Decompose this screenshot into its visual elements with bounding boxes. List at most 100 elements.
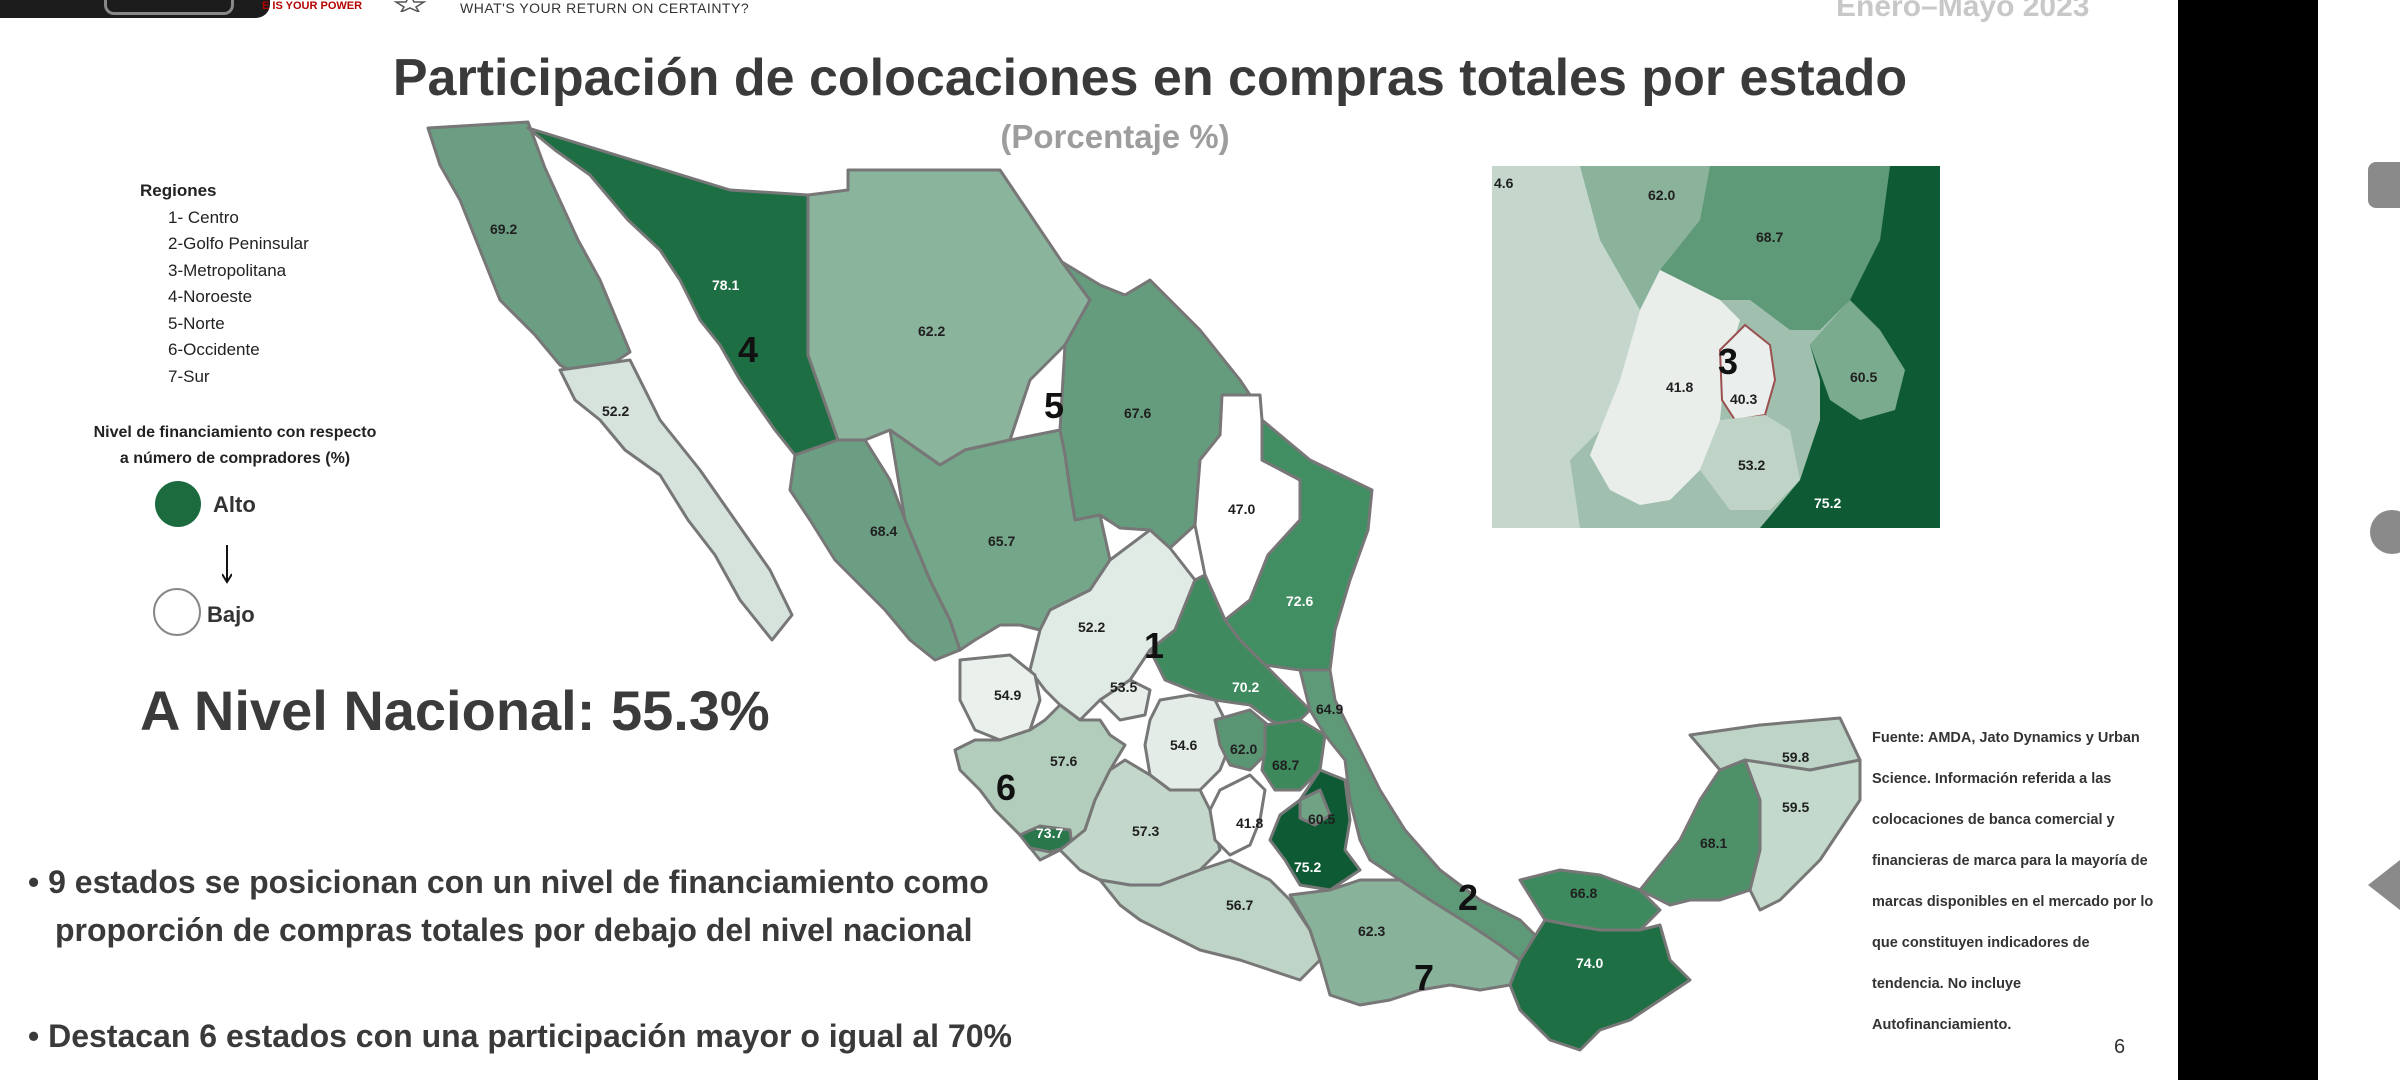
state-mexico <box>1208 773 1267 857</box>
source-note: Fuente: AMDA, Jato Dynamics y Urban Scie… <box>1872 730 2154 1033</box>
value-guanajuato: 54.6 <box>1170 737 1197 753</box>
inset-area-4-6 <box>1492 166 1640 528</box>
state-aguascalientes <box>1098 678 1152 722</box>
value-sinaloa: 68.4 <box>870 523 897 539</box>
value-puebla: 75.2 <box>1294 859 1321 875</box>
arrow-down-icon <box>222 545 232 584</box>
legend-high-swatch <box>155 481 201 527</box>
state-baja-california-sur <box>558 358 794 642</box>
value-chihuahua: 62.2 <box>918 323 945 339</box>
value-tabasco: 66.8 <box>1570 885 1597 901</box>
state-san-luis-potosi <box>1148 573 1312 732</box>
region-number-6: 6 <box>996 767 1016 808</box>
inset-value: 40.3 <box>1730 391 1757 407</box>
mexico-map: 1 2 3 4 5 6 7 69.2 78.1 62.2 52.2 67.6 4… <box>426 120 1940 1052</box>
bullet-below-national-cont: proporción de compras totales por debajo… <box>55 912 973 948</box>
region-number-3: 3 <box>1718 341 1738 382</box>
inset-area-40-3 <box>1718 323 1777 422</box>
legend-low-swatch <box>153 588 201 636</box>
value-san-luis-potosi: 70.2 <box>1232 679 1259 695</box>
region-number-4: 4 <box>738 329 758 370</box>
value-zacatecas: 52.2 <box>1078 619 1105 635</box>
region-number-2: 2 <box>1458 877 1478 918</box>
inset-area-60-5 <box>1810 300 1905 420</box>
chevron-left-icon[interactable] <box>2368 860 2400 910</box>
region-number-5: 5 <box>1044 385 1064 426</box>
inset-value: 41.8 <box>1666 379 1693 395</box>
side-toggle-button[interactable] <box>2368 162 2400 208</box>
region-item: 2-Golfo Peninsular <box>168 234 309 253</box>
side-panel <box>2318 0 2400 1080</box>
header-period: Enero–Mayo 2023 <box>1836 0 2090 23</box>
region-item: 3-Metropolitana <box>168 260 287 280</box>
header-tagline: E IS YOUR POWER <box>262 0 363 12</box>
value-mexico: 41.8 <box>1236 815 1263 831</box>
value-nayarit: 54.9 <box>994 687 1021 703</box>
state-sinaloa <box>788 438 962 662</box>
inset-value: 62.0 <box>1648 187 1675 203</box>
value-guerrero: 56.7 <box>1226 897 1253 913</box>
value-michoacan: 57.3 <box>1132 823 1159 839</box>
region-item: 7-Sur <box>168 366 210 386</box>
value-yucatan: 59.8 <box>1782 749 1809 765</box>
state-hidalgo <box>1260 718 1327 792</box>
inset-area-68-7 <box>1660 166 1890 330</box>
page-title: Participación de colocaciones en compras… <box>392 49 1908 107</box>
window-top-strip <box>0 0 270 18</box>
value-quintana-roo: 59.5 <box>1782 799 1809 815</box>
state-oaxaca <box>1288 878 1522 1007</box>
region-item: 1- Centro <box>168 207 239 227</box>
legend-low-label: Bajo <box>207 602 255 627</box>
state-puebla <box>1268 768 1362 892</box>
slide: E IS YOUR POWER WHAT'S YOUR RETURN ON CE… <box>0 0 2178 1080</box>
bullet-above-70: • Destacan 6 estados con una participaci… <box>28 1018 1012 1054</box>
value-campeche: 68.1 <box>1700 835 1727 851</box>
state-guanajuato <box>1143 693 1232 792</box>
inset-value: 60.5 <box>1850 369 1877 385</box>
value-coahuila: 67.6 <box>1124 405 1151 421</box>
state-chiapas <box>1508 918 1692 1052</box>
value-queretaro: 62.0 <box>1230 741 1257 757</box>
national-level: A Nivel Nacional: 55.3% <box>140 679 770 742</box>
inset-value: 68.7 <box>1756 229 1783 245</box>
financing-legend-line1: Nivel de financiamiento con respecto <box>93 424 377 441</box>
value-hidalgo-upper: 64.9 <box>1316 701 1343 717</box>
region-item: 6-Occidente <box>168 340 260 359</box>
region-number-7: 7 <box>1414 957 1434 998</box>
regions-legend: Regiones 1- Centro 2-Golfo Peninsular 3-… <box>140 178 309 390</box>
value-hidalgo: 68.7 <box>1272 757 1299 773</box>
page-subtitle: (Porcentaje %) <box>1000 118 1230 155</box>
inset-value: 4.6 <box>1494 175 1514 191</box>
value-tamaulipas: 72.6 <box>1286 593 1313 609</box>
inset-value: 53.2 <box>1738 457 1765 473</box>
value-baja-california-sur: 52.2 <box>602 403 629 419</box>
inset-area-62 <box>1580 166 1710 310</box>
value-aguascalientes: 53.5 <box>1110 679 1137 695</box>
value-baja-california: 69.2 <box>490 221 517 237</box>
inset-area-41-8 <box>1590 270 1740 505</box>
state-tlaxcala <box>1298 788 1332 827</box>
state-queretaro <box>1213 708 1270 772</box>
value-chiapas: 74.0 <box>1576 955 1603 971</box>
value-jalisco: 57.6 <box>1050 753 1077 769</box>
header-question: WHAT'S YOUR RETURN ON CERTAINTY? <box>460 0 750 16</box>
financing-legend-line2: a número de compradores (%) <box>119 450 351 467</box>
inset-value: 75.2 <box>1814 495 1841 511</box>
value-sonora: 78.1 <box>712 277 739 293</box>
value-durango: 65.7 <box>988 533 1015 549</box>
region-item: 4-Noroeste <box>168 287 253 306</box>
regions-title: Regiones <box>140 181 217 200</box>
side-circle-button[interactable] <box>2370 510 2400 554</box>
value-oaxaca: 62.3 <box>1358 923 1385 939</box>
value-colima: 73.7 <box>1036 825 1063 841</box>
financing-legend-title: Nivel de financiamiento con respecto a n… <box>70 420 400 472</box>
state-campeche <box>1638 758 1762 907</box>
metro-inset <box>1492 166 1940 528</box>
bullet-below-national: • 9 estados se posicionan con un nivel d… <box>28 864 989 900</box>
region-number-1: 1 <box>1144 625 1164 666</box>
legend-high-label: Alto <box>213 492 256 517</box>
inset-area-53-2 <box>1700 415 1800 510</box>
page-number: 6 <box>2114 1036 2126 1058</box>
value-tlaxcala: 60.5 <box>1308 811 1335 827</box>
window-button[interactable] <box>104 0 234 15</box>
